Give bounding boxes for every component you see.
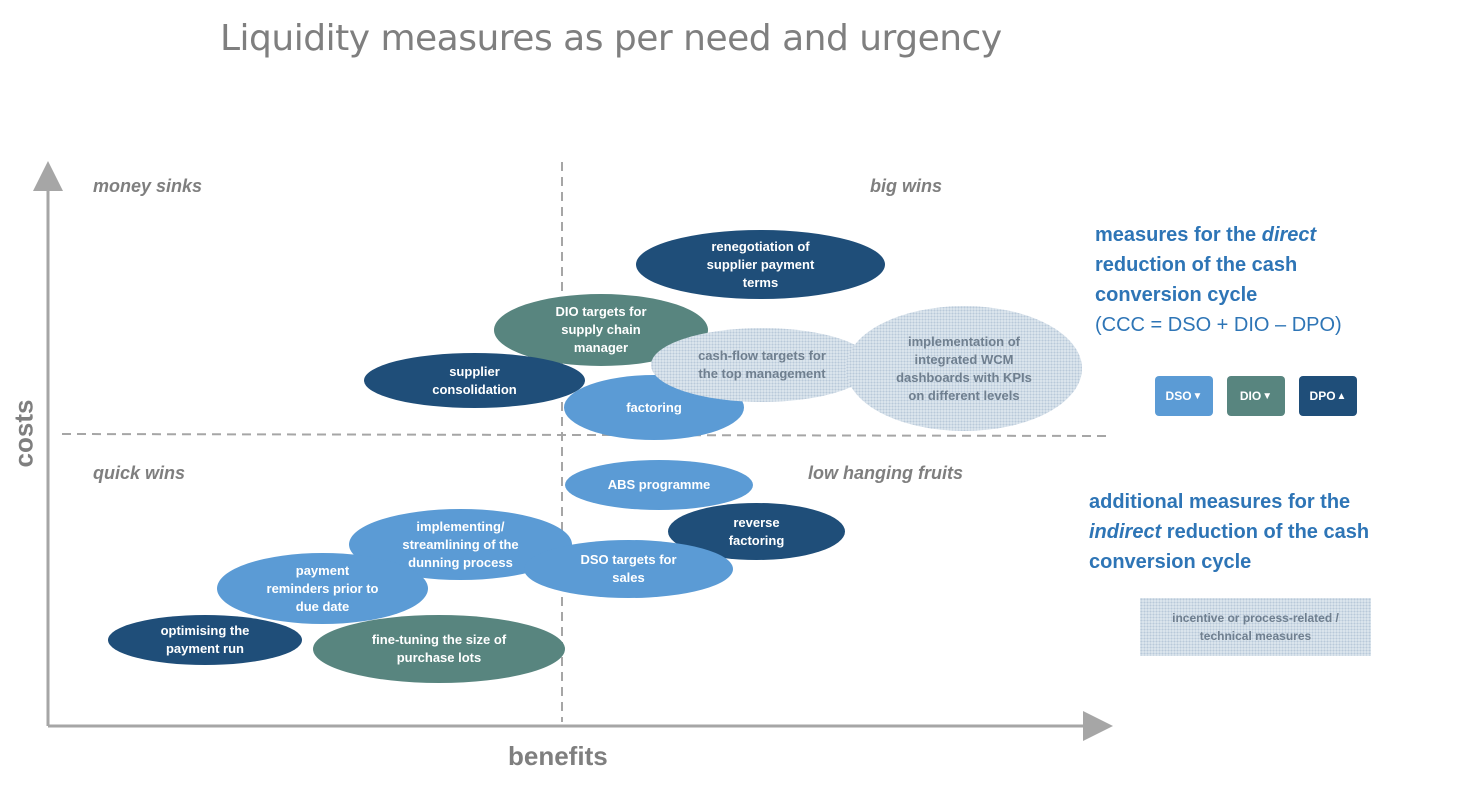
measure-payment-run: optimising the payment run [108,615,302,665]
measure-wcm-dashboards: implementation of integrated WCM dashboard… [846,306,1082,431]
y-axis-label: costs [8,399,39,468]
measure-purchase-lots: fine-tuning the size of purchase lots [313,615,565,683]
measure-payment-reminders: payment reminders prior to due date [217,553,428,624]
legend-indirect-measures: additional measures for the indirect red… [1089,491,1370,573]
quadrant-quick-wins: quick wins [93,463,186,483]
page-title: Liquidity measures as per need and urgen… [220,18,1002,59]
tag-dio: DIO ▼ [1227,376,1285,416]
tag-dpo: DPO ▲ [1299,376,1357,416]
measure-dso-targets: DSO targets for sales [524,540,733,598]
quadrant-money-sinks: money sinks [93,176,203,196]
legend-direct-measures: measures for the direct reduction of the… [1095,224,1342,336]
x-axis-label: benefits [508,741,608,771]
measure-renegotiation: renegotiation of supplier payment terms [636,230,885,299]
measure-cash-flow-targets: cash-flow targets for the top management [651,328,873,402]
horizontal-divider [61,433,1111,437]
measure-abs-programme: ABS programme [565,460,753,510]
quadrant-low-hanging-fruits: low hanging fruits [808,463,963,483]
tag-dso: DSO ▼ [1155,376,1213,416]
quadrant-big-wins: big wins [870,176,942,196]
measure-dunning: implementing/streamlining of the dunning … [349,509,572,580]
measure-supplier-consolidation: supplier consolidation [364,353,585,408]
legend-dotted-box: incentive or process-related / technical … [1140,598,1371,656]
